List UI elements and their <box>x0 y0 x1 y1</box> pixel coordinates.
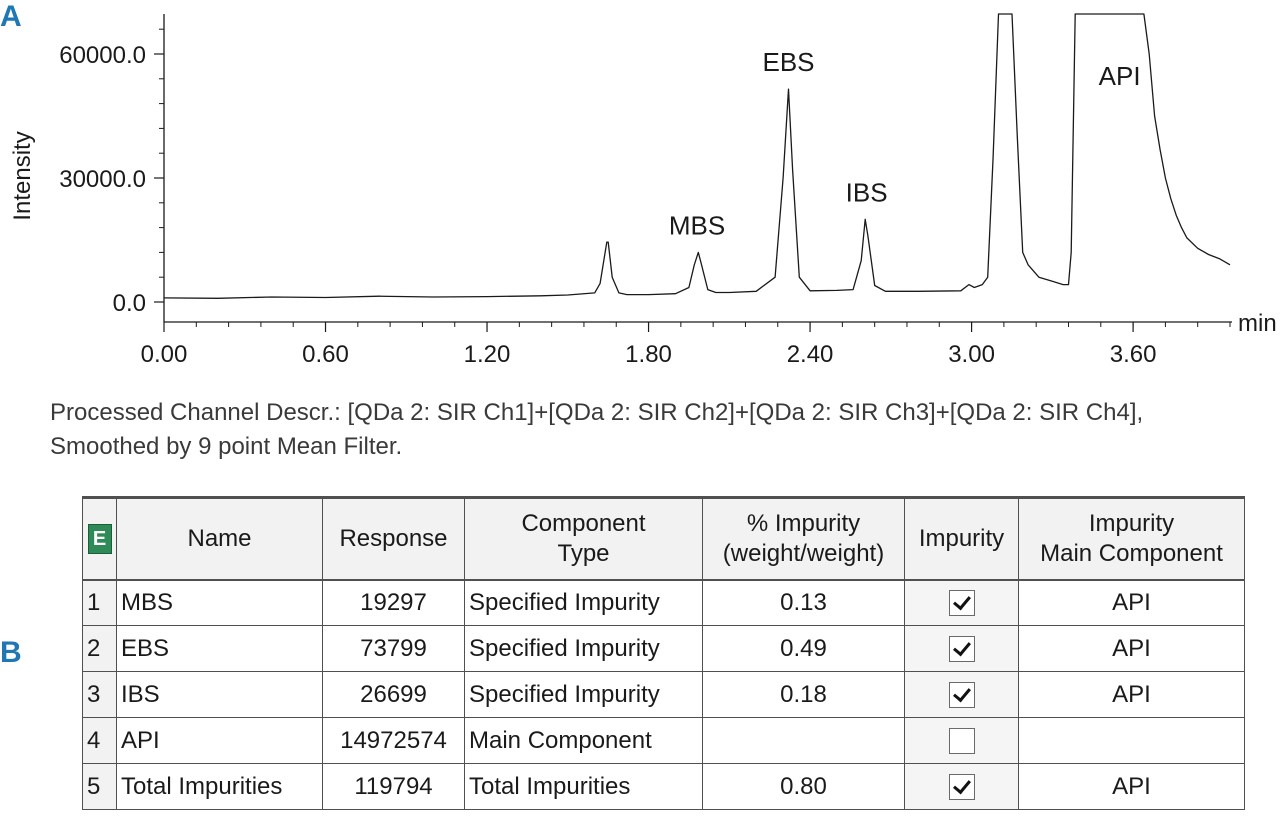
x-tick-label: 1.80 <box>625 341 672 368</box>
cell-impurity <box>904 579 1019 626</box>
cell-main-component[interactable]: API <box>1018 579 1245 626</box>
cell-main-component[interactable]: API <box>1018 671 1245 718</box>
impurity-checkbox[interactable] <box>948 728 975 755</box>
row-index: 3 <box>82 671 117 718</box>
cell-component-type[interactable]: Specified Impurity <box>464 579 703 626</box>
panel-b-label: B <box>0 636 22 669</box>
x-tick-label: 2.40 <box>787 341 834 368</box>
y-axis-label: Intensity <box>9 131 36 220</box>
header-impurity[interactable]: Impurity <box>904 496 1019 581</box>
row-index: 5 <box>82 763 117 810</box>
cell-response[interactable]: 19297 <box>322 579 465 626</box>
cell-impurity <box>904 671 1019 718</box>
cell-pct-impurity[interactable]: 0.18 <box>702 671 905 718</box>
results-table: E Name Response Component Type % Impurit… <box>82 496 1245 810</box>
header-response[interactable]: Response <box>322 496 465 581</box>
x-tick-label: 0.00 <box>141 341 188 368</box>
header-name[interactable]: Name <box>116 496 323 581</box>
cell-main-component[interactable]: API <box>1018 763 1245 810</box>
x-tick-label: 3.00 <box>948 341 995 368</box>
chart-trace <box>163 13 1231 299</box>
cell-pct-impurity[interactable]: 0.49 <box>702 625 905 672</box>
cell-impurity <box>904 763 1019 810</box>
y-tick-label: 0.0 <box>113 290 146 317</box>
x-tick-label: 0.60 <box>302 341 349 368</box>
cell-name[interactable]: Total Impurities <box>116 763 323 810</box>
cell-component-type[interactable]: Specified Impurity <box>464 625 703 672</box>
cell-main-component[interactable]: API <box>1018 625 1245 672</box>
table-row[interactable]: 5 Total Impurities 119794 Total Impuriti… <box>82 763 1245 810</box>
header-main-component[interactable]: Impurity Main Component <box>1018 496 1245 581</box>
row-index: 4 <box>82 717 117 764</box>
cell-response[interactable]: 73799 <box>322 625 465 672</box>
cell-pct-impurity[interactable] <box>702 717 905 764</box>
cell-main-component[interactable] <box>1018 717 1245 764</box>
cell-component-type[interactable]: Specified Impurity <box>464 671 703 718</box>
peak-label: EBS <box>763 47 815 77</box>
table-header-row: E Name Response Component Type % Impurit… <box>82 496 1245 581</box>
impurity-checkbox[interactable] <box>948 774 975 801</box>
panel-a-label: A <box>0 0 22 33</box>
x-tick-label: 3.60 <box>1110 341 1157 368</box>
cell-pct-impurity[interactable]: 0.13 <box>702 579 905 626</box>
cell-name[interactable]: IBS <box>116 671 323 718</box>
chart-ticks: 0.00 0.60 1.20 1.80 2.40 3.00 3.60 min 0.0 30000.… <box>9 28 1277 368</box>
x-tick-label: 1.20 <box>464 341 511 368</box>
table-corner-cell[interactable]: E <box>82 496 117 581</box>
table-row[interactable]: 4 API 14972574 Main Component <box>82 717 1245 764</box>
chart-axes <box>163 14 1232 323</box>
peak-label: API <box>1099 61 1141 91</box>
impurity-checkbox[interactable] <box>948 682 975 709</box>
cell-name[interactable]: EBS <box>116 625 323 672</box>
y-tick-label: 30000.0 <box>59 166 146 193</box>
table-row[interactable]: 1 MBS 19297 Specified Impurity 0.13 API <box>82 579 1245 626</box>
cell-impurity <box>904 717 1019 764</box>
peak-label: IBS <box>846 177 888 207</box>
cell-component-type[interactable]: Main Component <box>464 717 703 764</box>
cell-response[interactable]: 14972574 <box>322 717 465 764</box>
row-index: 1 <box>82 579 117 626</box>
x-unit-label: min <box>1238 310 1277 337</box>
header-component-type[interactable]: Component Type <box>464 496 703 581</box>
chromatogram-chart: 0.00 0.60 1.20 1.80 2.40 3.00 3.60 min 0.0 30000.… <box>9 13 1277 368</box>
table-row[interactable]: 2 EBS 73799 Specified Impurity 0.49 API <box>82 625 1245 672</box>
cell-component-type[interactable]: Total Impurities <box>464 763 703 810</box>
row-index: 2 <box>82 625 117 672</box>
cell-name[interactable]: MBS <box>116 579 323 626</box>
processed-channel-caption: Processed Channel Descr.: [QDa 2: SIR Ch… <box>50 399 1144 460</box>
peak-label: MBS <box>669 210 725 240</box>
peak-labels: MBS EBS IBS API <box>669 47 1141 240</box>
impurity-checkbox[interactable] <box>948 636 975 663</box>
table-row[interactable]: 3 IBS 26699 Specified Impurity 0.18 API <box>82 671 1245 718</box>
impurity-checkbox[interactable] <box>948 590 975 617</box>
cell-response[interactable]: 26699 <box>322 671 465 718</box>
y-tick-label: 60000.0 <box>59 42 146 69</box>
cell-impurity <box>904 625 1019 672</box>
chromatogram-trace <box>163 13 1231 299</box>
table-menu-icon[interactable]: E <box>87 524 112 555</box>
cell-pct-impurity[interactable]: 0.80 <box>702 763 905 810</box>
header-pct-impurity[interactable]: % Impurity (weight/weight) <box>702 496 905 581</box>
cell-response[interactable]: 119794 <box>322 763 465 810</box>
cell-name[interactable]: API <box>116 717 323 764</box>
